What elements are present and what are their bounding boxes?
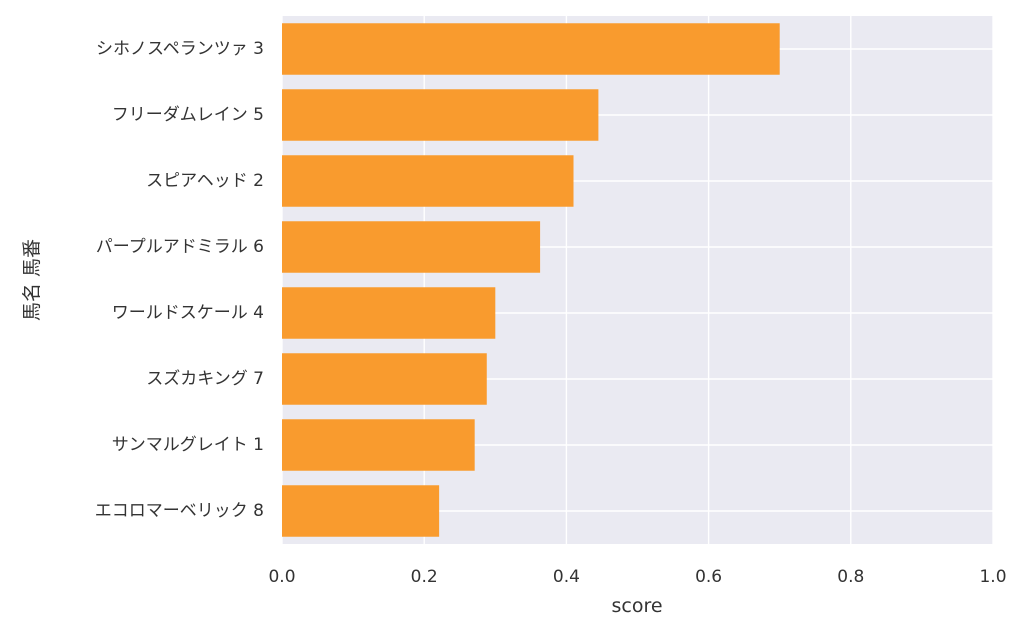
bar <box>282 485 440 537</box>
x-tick-label: 0.6 <box>695 567 722 587</box>
bar <box>282 89 599 141</box>
bar <box>282 155 574 207</box>
y-tick-label: エコロマーベリック 8 <box>95 501 264 521</box>
y-tick-label: シホノスペランツァ 3 <box>96 39 264 59</box>
y-axis-title: 馬名 馬番 <box>21 239 43 321</box>
x-tick-labels: 0.0 0.2 0.4 0.6 0.8 1.0 <box>268 567 1006 587</box>
bar <box>282 419 475 471</box>
x-tick-label: 0.8 <box>837 567 864 587</box>
x-tick-label: 0.0 <box>268 567 295 587</box>
y-tick-label: パープルアドミラル 6 <box>96 237 264 257</box>
bars <box>282 23 780 537</box>
y-tick-label: スピアヘッド 2 <box>146 171 264 191</box>
bar <box>282 353 487 405</box>
bar <box>282 287 496 339</box>
y-tick-label: スズカキング 7 <box>146 369 264 389</box>
x-tick-label: 0.2 <box>411 567 438 587</box>
bar <box>282 23 780 75</box>
x-tick-label: 0.4 <box>553 567 580 587</box>
x-tick-label: 1.0 <box>979 567 1006 587</box>
bar <box>282 221 541 273</box>
y-tick-label: ワールドスケール 4 <box>112 303 264 323</box>
y-tick-label: サンマルグレイト 1 <box>112 435 264 455</box>
x-axis-title: score <box>611 595 662 617</box>
y-tick-labels: シホノスペランツァ 3 フリーダムレイン 5 スピアヘッド 2 パープルアドミラル 6… <box>95 39 264 521</box>
y-tick-label: フリーダムレイン 5 <box>112 105 264 125</box>
